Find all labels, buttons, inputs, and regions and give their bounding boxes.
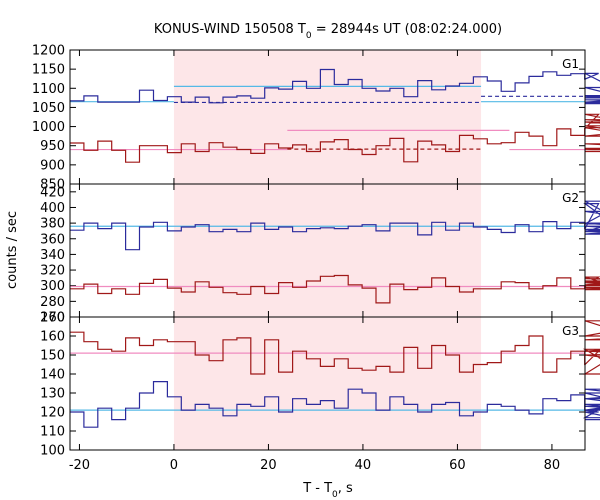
y-tick-label: 140 [40,368,65,383]
y-tick-label: 300 [40,279,65,294]
y-tick-label: 1100 [32,82,65,97]
y-tick-label: 170 [40,311,65,326]
y-tick-label: 100 [40,444,65,459]
x-tick-label: 40 [355,458,372,473]
y-tick-label: 850 [40,178,65,193]
x-tick-label: 60 [449,458,466,473]
plot-area: 85090095010001050110011501200G1260280300… [32,44,600,473]
y-axis-title: counts / sec [5,211,20,289]
x-tick-label: 0 [170,458,178,473]
x-tick-label: 80 [544,458,561,473]
panel-frame [69,316,586,451]
y-tick-label: 1050 [32,101,65,116]
y-tick-label: 260 [40,311,65,326]
series-step-blue [70,68,600,105]
shaded-interval [173,50,482,450]
y-tick-label: 320 [40,264,65,279]
panel-label: G3 [562,324,579,338]
series-step-blue [70,381,600,428]
panel-label: G1 [562,57,579,71]
chart-title: KONUS-WIND 150508 T0 = 28944s UT (08:02:… [154,22,502,41]
y-tick-label: 900 [40,158,65,173]
y-tick-label: 120 [40,406,65,421]
panel-g1: 850 900 950 1000 1050 1100 1150 1200 G1 [32,44,600,193]
x-axis-title: T - T0, s [302,481,353,500]
y-tick-label: 400 [40,201,65,216]
y-tick-label: 360 [40,232,65,247]
y-tick-label: 1150 [32,63,65,78]
y-tick-label: 380 [40,217,65,232]
y-tick-label: 160 [40,330,65,345]
y-tick-label: 280 [40,295,65,310]
y-tick-label: 110 [40,425,65,440]
y-tick-label: 950 [40,139,65,154]
y-tick-label: 150 [40,349,65,364]
y-tick-label: 420 [40,185,65,200]
y-tick-label: 130 [40,387,65,402]
y-tick-label: 1200 [32,44,65,59]
x-tick-label: -20 [69,458,90,473]
panel-g3: 100 110 120 130 140 150 160 170 G3 [40,311,600,459]
panel-label: G2 [562,191,579,205]
y-tick-label: 340 [40,248,65,263]
x-tick-label: 20 [260,458,277,473]
y-tick-label: 1000 [32,120,65,135]
